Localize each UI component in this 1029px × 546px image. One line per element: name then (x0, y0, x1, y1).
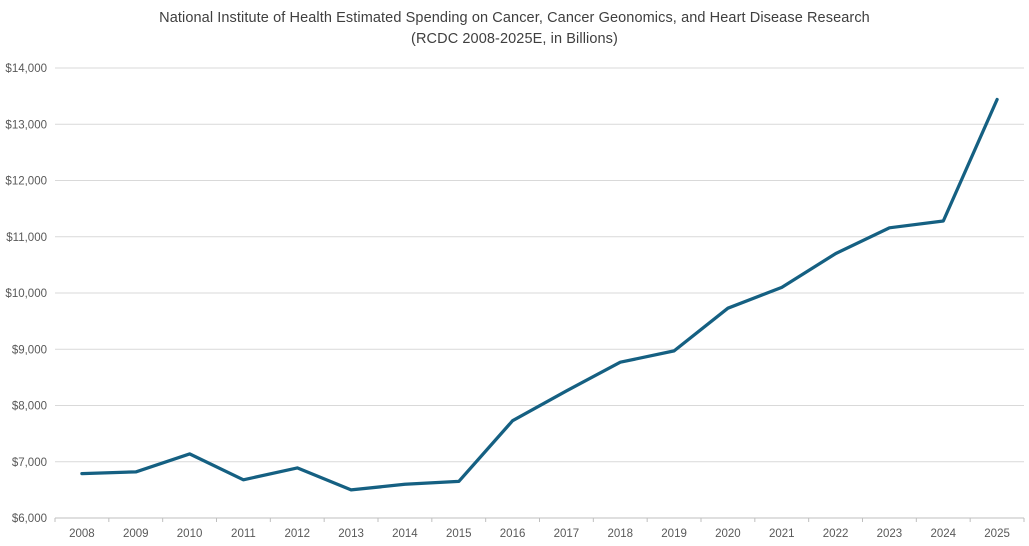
chart-title-line2: (RCDC 2008-2025E, in Billions) (411, 31, 618, 47)
x-axis-tick-label: 2020 (715, 528, 741, 540)
y-axis-tick-label: $9,000 (12, 344, 47, 356)
x-axis-tick-label: 2013 (338, 528, 364, 540)
x-axis-tick-label: 2012 (284, 528, 310, 540)
x-axis-tick-label: 2024 (930, 528, 956, 540)
chart-title: National Institute of Health Estimated S… (0, 8, 1029, 50)
x-axis-tick-label: 2011 (231, 528, 256, 540)
x-axis-tick-label: 2018 (607, 528, 633, 540)
x-axis-tick-label: 2009 (123, 528, 149, 540)
x-axis-tick-label: 2021 (769, 528, 795, 540)
x-axis-tick-label: 2016 (500, 528, 526, 540)
x-axis-tick-label: 2017 (554, 528, 580, 540)
x-axis-tick-label: 2010 (177, 528, 203, 540)
x-axis-tick-label: 2022 (823, 528, 849, 540)
y-axis-tick-label: $14,000 (5, 63, 47, 75)
y-axis-tick-label: $10,000 (5, 288, 47, 300)
y-axis-tick-label: $12,000 (5, 176, 47, 188)
y-axis-tick-label: $13,000 (5, 119, 47, 131)
y-axis-tick-label: $11,000 (6, 232, 47, 244)
x-axis-tick-label: 2019 (661, 528, 687, 540)
x-axis-tick-label: 2023 (877, 528, 903, 540)
y-axis-tick-label: $6,000 (12, 513, 47, 525)
y-axis-tick-label: $7,000 (12, 457, 47, 469)
x-axis-tick-label: 2008 (69, 528, 95, 540)
data-series-line (80, 97, 999, 492)
x-axis-tick-label: 2025 (984, 528, 1010, 540)
x-axis-tick-label: 2014 (392, 528, 418, 540)
y-axis-tick-label: $8,000 (12, 401, 47, 413)
x-axis-tick-label: 2015 (446, 528, 472, 540)
chart-title-line1: National Institute of Health Estimated S… (159, 10, 870, 26)
